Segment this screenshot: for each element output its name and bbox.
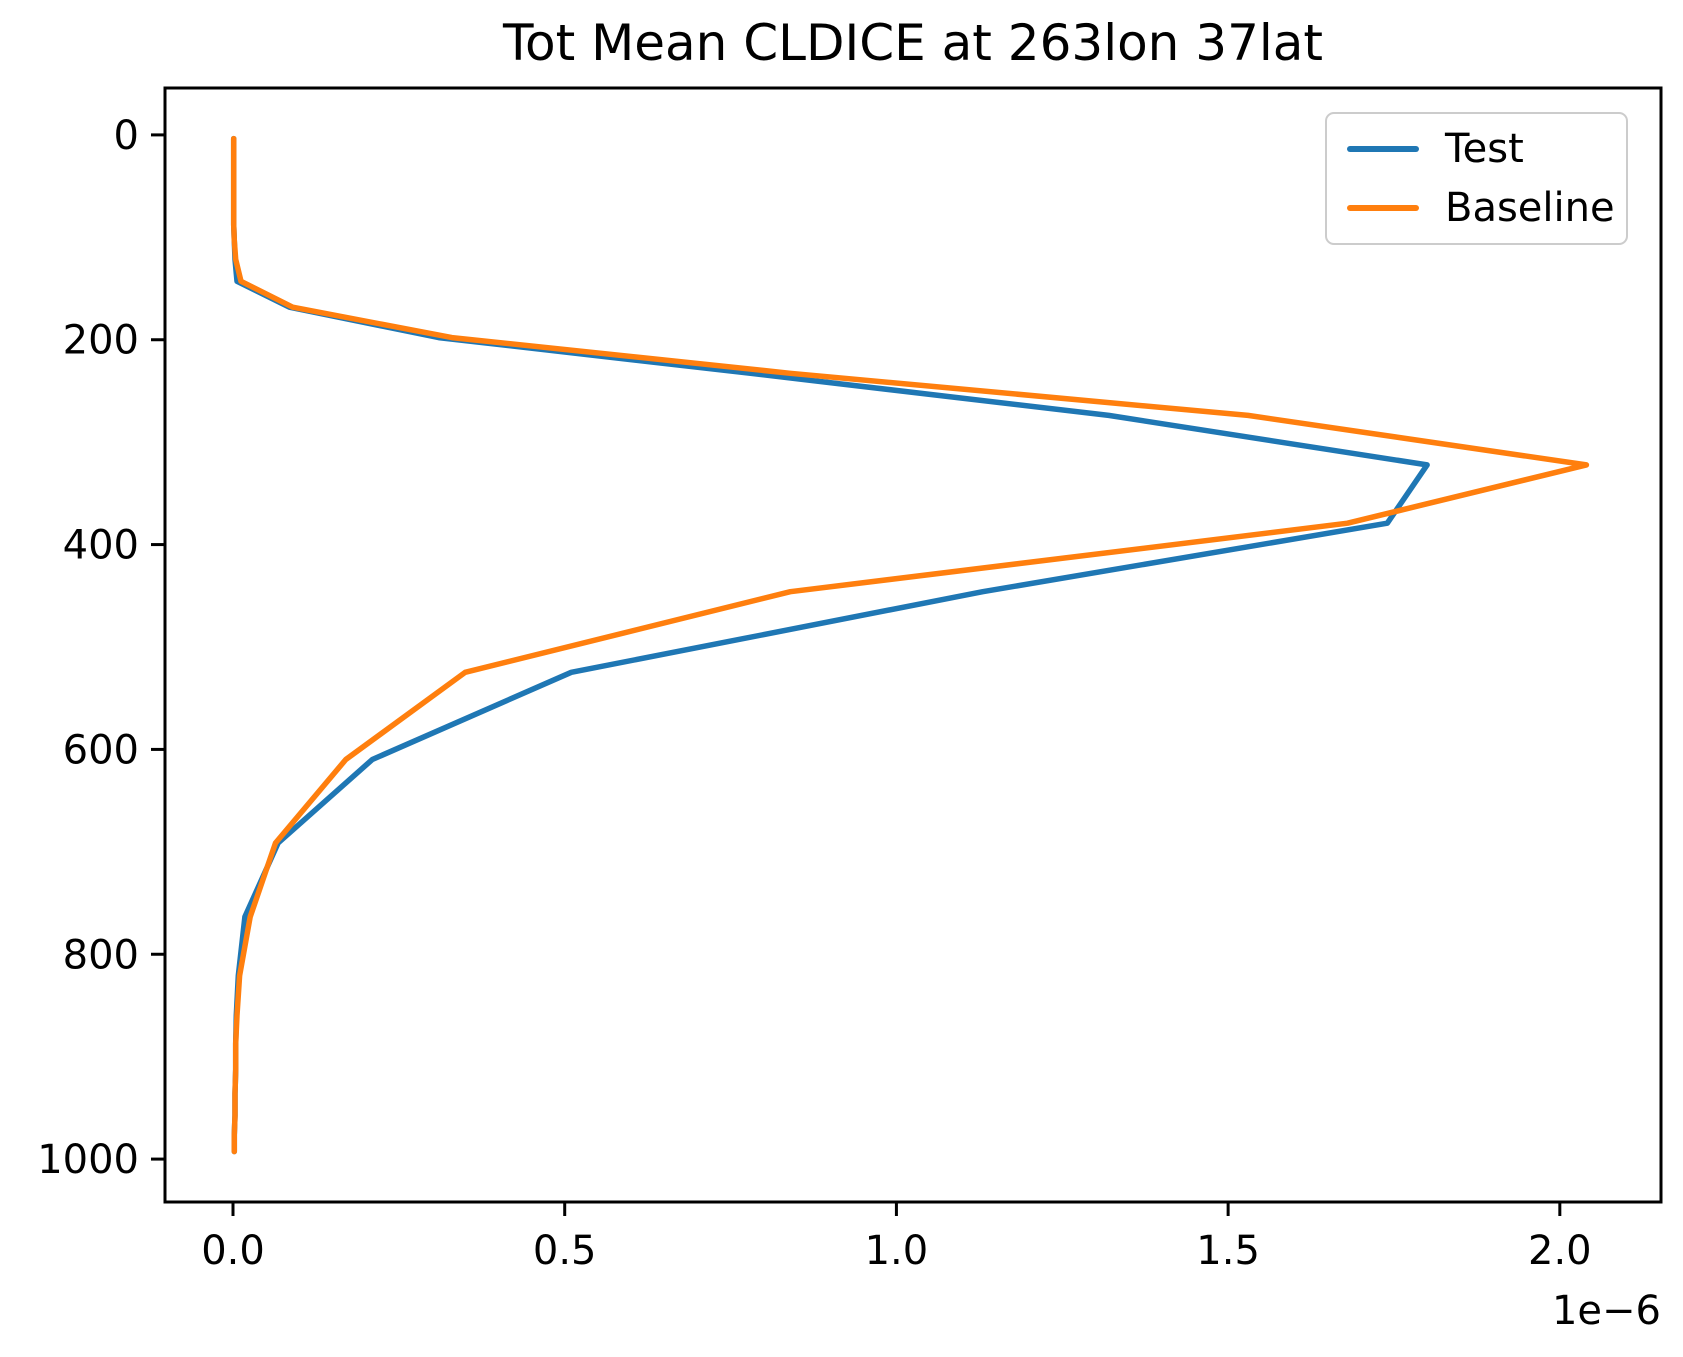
x-axis-tick-label: 2.0 <box>1528 1228 1592 1274</box>
series-line-test <box>230 135 1430 1155</box>
y-axis-tick-label: 1000 <box>37 1137 139 1183</box>
legend-item-test: Test <box>1327 129 1626 169</box>
baseline-line-swatch <box>1347 204 1419 211</box>
y-axis-tick-label: 400 <box>63 523 139 569</box>
x-axis-tick-label: 1.5 <box>1196 1228 1260 1274</box>
x-axis-tick-label: 0.0 <box>201 1228 265 1274</box>
x-axis-tick-label: 1.0 <box>865 1228 929 1274</box>
legend-label-test: Test <box>1445 126 1524 173</box>
legend: Test Baseline <box>1325 112 1628 245</box>
x-axis-offset-label: 1e−6 <box>1552 1288 1661 1334</box>
y-axis-tick-label: 200 <box>63 318 139 364</box>
y-axis-tick-label: 0 <box>114 113 139 159</box>
test-line-swatch <box>1347 146 1419 153</box>
axes-frame <box>163 86 1663 1204</box>
series-line-baseline <box>230 135 1590 1155</box>
y-axis-tick-label: 600 <box>63 727 139 773</box>
legend-item-baseline: Baseline <box>1327 188 1626 228</box>
y-axis-tick-label: 800 <box>63 932 139 978</box>
x-axis-tick-label: 0.5 <box>533 1228 597 1274</box>
chart-title: Tot Mean CLDICE at 263lon 37lat <box>502 14 1324 72</box>
legend-label-baseline: Baseline <box>1445 184 1615 231</box>
